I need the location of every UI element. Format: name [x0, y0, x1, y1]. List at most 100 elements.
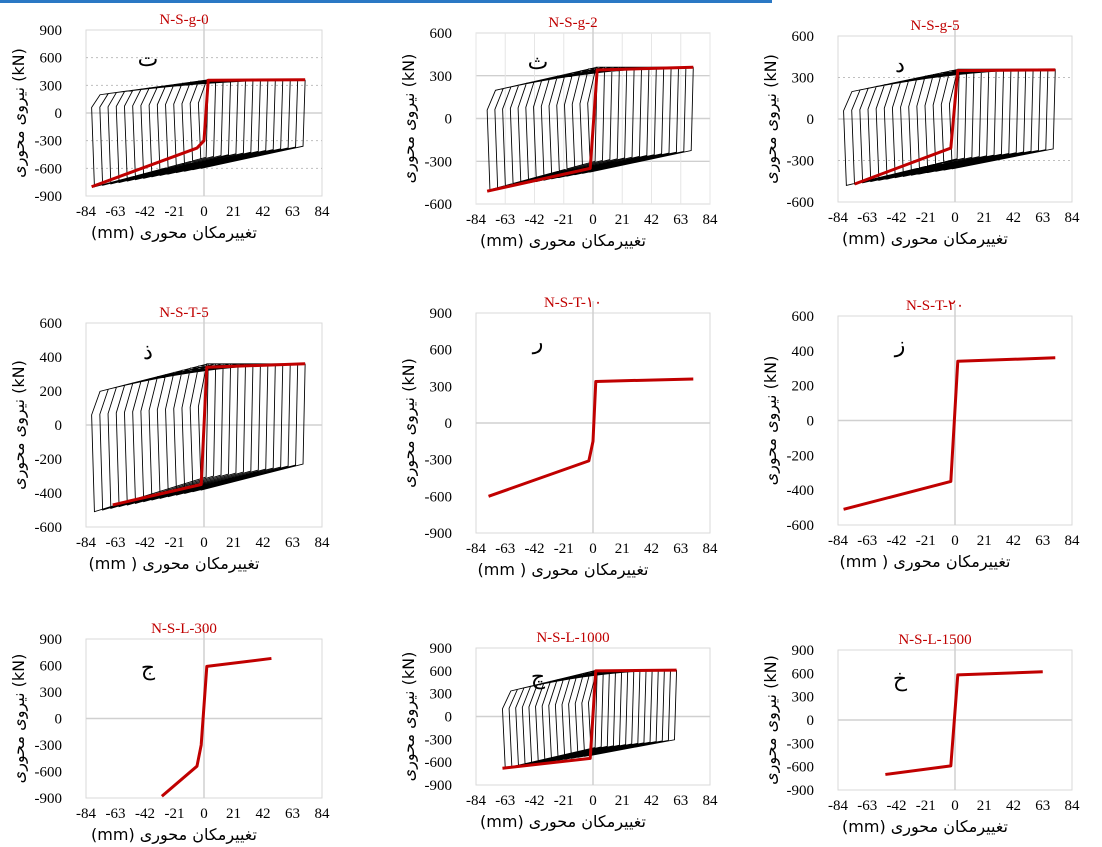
panel-letter: ج — [141, 656, 156, 681]
y-tick-label: -300 — [425, 732, 453, 748]
x-axis-label: تغییرمکان محوری (mm) — [480, 231, 646, 251]
x-tick-label: -42 — [135, 204, 155, 220]
y-tick-label: 0 — [445, 710, 453, 726]
y-tick-label: -600 — [35, 161, 63, 177]
y-axis-label: نیروی محوری (kN) — [9, 48, 29, 178]
panel-letter: ث — [528, 50, 549, 75]
hysteresis-path — [486, 66, 694, 191]
hysteresis-path — [91, 363, 306, 513]
x-tick-label: 84 — [1065, 210, 1081, 226]
x-tick-label: -84 — [466, 793, 486, 809]
x-tick-label: 84 — [1065, 798, 1081, 814]
x-tick-label: -21 — [916, 798, 936, 814]
y-tick-label: -900 — [425, 526, 453, 542]
panel-letter: ت — [138, 47, 159, 72]
x-tick-label: 84 — [1065, 533, 1081, 549]
x-axis-label: تغییرمکان محوری (mm) — [480, 812, 646, 832]
y-tick-label: 400 — [792, 344, 815, 360]
x-tick-label: 84 — [703, 793, 719, 809]
envelope-series-line — [112, 362, 306, 507]
x-tick-label: 0 — [200, 204, 208, 220]
y-tick-label: 300 — [40, 685, 63, 701]
x-tick-label: 21 — [226, 806, 241, 822]
hysteresis-loops — [486, 66, 694, 191]
y-tick-label: -300 — [425, 453, 453, 469]
y-tick-label: 300 — [430, 69, 453, 85]
x-tick-label: 63 — [285, 204, 300, 220]
y-tick-label: -400 — [787, 483, 815, 499]
chart-panel-2: -600 -300 0 300 600 -84 -63 -42 -21 0 21 42 63 84 N-S-… — [399, 15, 718, 251]
y-tick-label: -600 — [35, 765, 63, 781]
y-tick-label: -900 — [35, 791, 63, 807]
x-tick-label: -63 — [495, 541, 515, 557]
x-tick-label: 21 — [977, 798, 992, 814]
chart-panel-3: -600 -300 0 300 600 -84 -63 -42 -21 0 21 42 63 84 N-S-… — [761, 18, 1080, 249]
panel-letter: ر — [532, 330, 544, 355]
x-tick-label: -42 — [887, 533, 907, 549]
x-axis-label: تغییرمکان محوری (mm) — [842, 817, 1008, 837]
y-tick-label: 0 — [807, 112, 815, 128]
x-tick-label: -84 — [466, 212, 486, 228]
panel-letter: خ — [893, 667, 908, 692]
x-tick-label: -21 — [554, 212, 574, 228]
envelope-series-line — [502, 668, 677, 770]
chart-title: N-S-L-1500 — [898, 632, 971, 648]
x-tick-label: 63 — [1035, 798, 1050, 814]
y-tick-label: 600 — [40, 659, 63, 675]
x-tick-label: 84 — [315, 535, 331, 551]
x-tick-label: -63 — [857, 533, 877, 549]
x-tick-label: -21 — [916, 210, 936, 226]
x-tick-label: 63 — [673, 212, 688, 228]
x-tick-label: 42 — [1006, 798, 1021, 814]
x-tick-label: -21 — [165, 535, 185, 551]
chart-panel-5: -900 -600 -300 0 300 600 900 -84 -63 -42 -21 0 21 42 6… — [399, 295, 718, 580]
x-tick-label: 21 — [226, 204, 241, 220]
y-axis-label: نیروی محوری (kN) — [9, 360, 29, 490]
x-axis-label: تغییرمکان محوری (mm) — [842, 229, 1008, 249]
x-tick-label: -42 — [887, 210, 907, 226]
x-tick-label: -84 — [76, 806, 96, 822]
x-tick-label: 63 — [285, 535, 300, 551]
x-tick-label: -84 — [466, 541, 486, 557]
x-tick-label: -84 — [76, 204, 96, 220]
x-axis-label: تغییرمکان محوری ( mm) — [477, 560, 648, 580]
x-tick-label: 63 — [673, 793, 688, 809]
x-tick-label: 42 — [1006, 210, 1021, 226]
x-axis-label: تغییرمکان محوری (mm) — [91, 223, 257, 243]
hysteresis-path — [91, 79, 306, 188]
envelope-series-line — [160, 656, 272, 798]
x-tick-label: -63 — [857, 798, 877, 814]
y-tick-label: 400 — [40, 350, 63, 366]
y-tick-label: -400 — [35, 486, 63, 502]
y-tick-label: 300 — [430, 687, 453, 703]
y-tick-label: -200 — [787, 448, 815, 464]
envelope-series-line — [486, 65, 694, 193]
x-tick-label: 21 — [226, 535, 241, 551]
y-tick-label: 300 — [792, 71, 815, 87]
envelope-series-line — [843, 356, 1056, 511]
x-tick-label: -42 — [525, 541, 545, 557]
y-tick-label: -300 — [35, 738, 63, 754]
x-tick-label: 21 — [977, 210, 992, 226]
x-tick-label: 63 — [1035, 210, 1050, 226]
hysteresis-loops — [91, 79, 306, 188]
x-tick-label: 42 — [644, 793, 659, 809]
hysteresis-path — [502, 669, 678, 769]
x-tick-label: -63 — [857, 210, 877, 226]
y-axis-label: نیروی محوری (kN) — [399, 358, 419, 488]
x-tick-label: -21 — [165, 806, 185, 822]
y-tick-label: 0 — [55, 106, 63, 122]
x-tick-label: 0 — [951, 210, 959, 226]
y-tick-label: 600 — [430, 343, 453, 359]
y-tick-label: 300 — [792, 690, 815, 706]
y-tick-label: 300 — [40, 78, 63, 94]
y-tick-label: 600 — [792, 29, 815, 45]
y-tick-label: -900 — [35, 189, 63, 205]
y-axis-label: نیروی محوری (kN) — [761, 655, 781, 785]
y-tick-label: -600 — [425, 197, 453, 213]
y-tick-label: 900 — [40, 632, 63, 648]
envelope-series-line — [885, 670, 1043, 776]
x-tick-label: -42 — [135, 806, 155, 822]
chart-panel-6: -600 -400 -200 0 200 400 600 -84 -63 -42 -21 0 21 42 6… — [761, 298, 1080, 572]
top-accent-bar — [0, 0, 772, 3]
